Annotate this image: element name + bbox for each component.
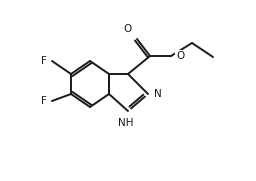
Text: F: F [41,56,47,66]
Text: NH: NH [118,118,134,128]
Text: N: N [154,89,162,99]
Text: O: O [124,24,132,34]
Text: O: O [176,51,184,61]
Text: F: F [41,96,47,106]
